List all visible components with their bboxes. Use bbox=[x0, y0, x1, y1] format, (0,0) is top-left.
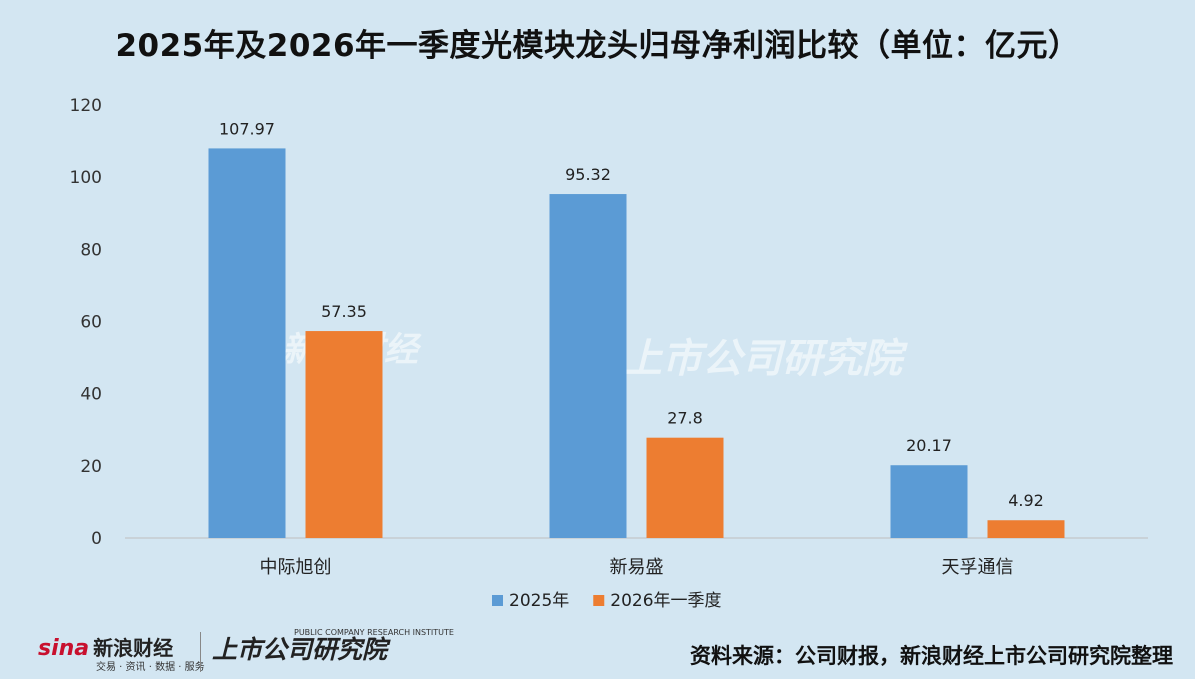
sina-mark: sina bbox=[38, 636, 90, 661]
x-category-label: 中际旭创 bbox=[260, 557, 332, 578]
institute-logo: 上市公司研究院 PUBLIC COMPANY RESEARCH INSTITUT… bbox=[212, 628, 454, 666]
sina-tagline: 交易 · 资讯 · 数据 · 服务 bbox=[96, 662, 205, 673]
legend-label: 2026年一季度 bbox=[610, 591, 721, 611]
institute-name: 上市公司研究院 bbox=[212, 635, 388, 664]
sina-name: 新浪财经 bbox=[93, 636, 174, 660]
y-tick-label: 20 bbox=[80, 457, 102, 477]
y-tick-label: 100 bbox=[70, 168, 102, 188]
y-tick-label: 80 bbox=[80, 240, 102, 260]
data-label: 4.92 bbox=[1008, 491, 1044, 510]
data-label: 107.97 bbox=[219, 119, 275, 138]
legend-swatch bbox=[593, 595, 605, 606]
bar bbox=[987, 520, 1065, 538]
institute-en: PUBLIC COMPANY RESEARCH INSTITUTE bbox=[294, 628, 454, 637]
bar bbox=[305, 331, 383, 538]
legend-label: 2025年 bbox=[509, 591, 569, 611]
y-tick-label: 120 bbox=[70, 96, 102, 116]
y-tick-label: 60 bbox=[80, 313, 102, 333]
bar-chart: 0 20 40 60 80 100 120 107.97 57.35 中际旭创 95.32 27.8 新… bbox=[70, 96, 1148, 611]
x-category-label: 天孚通信 bbox=[942, 557, 1014, 578]
data-label: 27.8 bbox=[667, 409, 703, 428]
source-note: 资料来源：公司财报，新浪财经上市公司研究院整理 bbox=[690, 644, 1173, 668]
bar bbox=[646, 437, 724, 538]
watermark-institute: 上市公司研究院 bbox=[622, 336, 902, 382]
chart-title: 2025年及2026年一季度光模块龙头归母净利润比较（单位：亿元） bbox=[115, 28, 1080, 64]
data-label: 95.32 bbox=[565, 165, 611, 184]
bar bbox=[890, 465, 968, 538]
bar bbox=[208, 148, 286, 538]
y-tick-label: 40 bbox=[80, 385, 102, 405]
legend-swatch bbox=[492, 595, 503, 606]
footer-divider bbox=[200, 632, 201, 672]
data-label: 57.35 bbox=[321, 302, 367, 321]
data-label: 20.17 bbox=[906, 436, 952, 455]
sina-logo: sina 新浪财经 交易 · 资讯 · 数据 · 服务 bbox=[38, 632, 205, 673]
y-tick-label: 0 bbox=[91, 529, 102, 549]
bar bbox=[549, 194, 627, 539]
x-category-label: 新易盛 bbox=[610, 557, 664, 578]
